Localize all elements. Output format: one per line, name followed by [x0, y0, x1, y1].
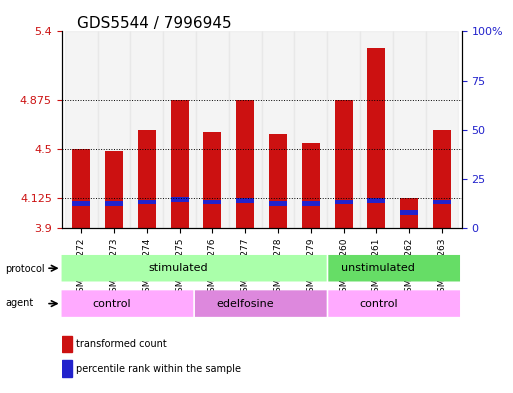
Text: transformed count: transformed count	[75, 339, 166, 349]
Bar	[62, 360, 71, 377]
Bar	[171, 197, 189, 202]
Bar	[262, 31, 294, 228]
FancyBboxPatch shape	[195, 290, 327, 317]
FancyBboxPatch shape	[328, 255, 460, 281]
Bar	[400, 210, 418, 215]
Text: protocol: protocol	[5, 264, 45, 274]
Text: control: control	[359, 299, 398, 309]
Bar	[72, 201, 90, 206]
Bar	[367, 48, 385, 228]
Bar	[196, 31, 229, 228]
Bar	[334, 100, 352, 228]
Bar	[130, 31, 163, 228]
FancyBboxPatch shape	[328, 290, 460, 317]
Bar	[294, 31, 327, 228]
Bar	[367, 198, 385, 203]
FancyBboxPatch shape	[62, 290, 193, 317]
Bar	[138, 200, 156, 204]
Bar	[302, 201, 320, 206]
Text: control: control	[92, 299, 131, 309]
Bar	[229, 31, 262, 228]
Bar	[236, 198, 254, 203]
FancyBboxPatch shape	[62, 255, 327, 281]
Bar	[302, 143, 320, 228]
Bar	[171, 99, 189, 228]
Bar	[97, 31, 130, 228]
Text: stimulated: stimulated	[148, 263, 208, 273]
Bar	[426, 31, 459, 228]
Bar	[62, 336, 71, 352]
Bar	[269, 201, 287, 206]
Text: agent: agent	[5, 298, 33, 309]
Bar	[236, 100, 254, 228]
Text: unstimulated: unstimulated	[341, 263, 416, 273]
Bar	[105, 201, 123, 206]
Bar	[269, 134, 287, 228]
Bar	[433, 200, 451, 204]
Bar	[360, 31, 393, 228]
Text: GDS5544 / 7996945: GDS5544 / 7996945	[77, 16, 231, 31]
Bar	[433, 130, 451, 228]
Bar	[400, 198, 418, 228]
Bar	[72, 149, 90, 228]
Bar	[65, 31, 97, 228]
Bar	[327, 31, 360, 228]
Bar	[105, 151, 123, 228]
Bar	[138, 130, 156, 228]
Text: percentile rank within the sample: percentile rank within the sample	[75, 364, 241, 374]
Bar	[204, 200, 222, 204]
Bar	[334, 200, 352, 204]
Bar	[393, 31, 426, 228]
Bar	[204, 132, 222, 228]
Bar	[163, 31, 196, 228]
Text: edelfosine: edelfosine	[216, 299, 274, 309]
